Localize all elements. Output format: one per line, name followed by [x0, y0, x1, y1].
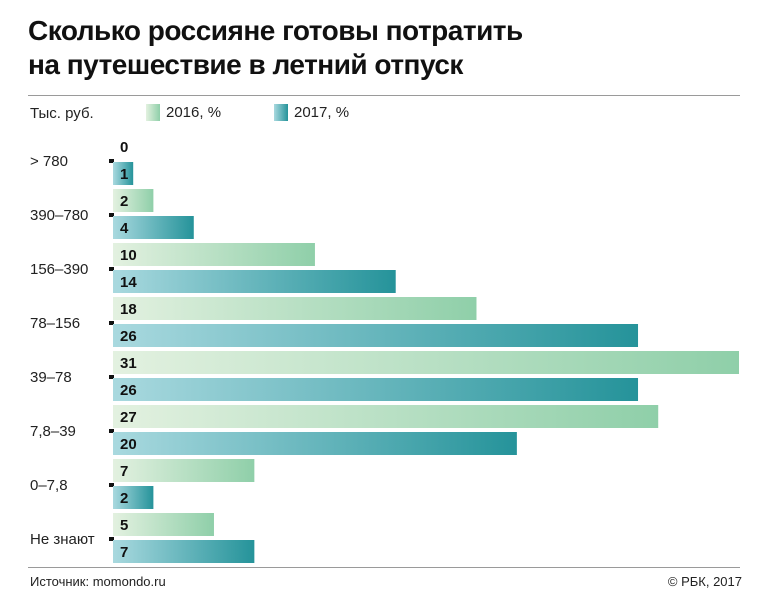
chart-title-line1: Сколько россияне готовы потратить [28, 15, 523, 46]
bar-value-label: 31 [120, 355, 137, 372]
source-note: Источник: momondo.ru [30, 574, 166, 589]
bar-value-label: 0 [120, 139, 128, 156]
bar-2016 [113, 189, 154, 212]
bar-2017 [113, 432, 517, 455]
legend-label-2016: 2016, % [166, 104, 222, 121]
legend-item-2016: 2016, % [146, 104, 221, 121]
category-tick [109, 429, 114, 433]
bar-value-label: 10 [120, 247, 137, 264]
bar-2016 [113, 513, 214, 536]
bar-value-label: 7 [120, 463, 128, 480]
bottom-divider [28, 567, 740, 568]
category-tick [109, 537, 114, 541]
category-tick [109, 213, 114, 217]
bar-2016 [113, 351, 739, 374]
category-tick [109, 267, 114, 271]
bar-2016 [113, 243, 315, 266]
category-tick [109, 321, 114, 325]
bar-2016 [113, 459, 255, 482]
chart-title: Сколько россияне готовы потратить на пут… [28, 14, 748, 82]
bar-value-label: 1 [120, 166, 128, 183]
category-label: 39–78 [30, 369, 72, 386]
top-divider [28, 95, 740, 96]
bar-value-label: 5 [120, 517, 128, 534]
bar-value-label: 2 [120, 193, 128, 210]
bar-value-label: 18 [120, 301, 137, 318]
bar-2017 [113, 270, 396, 293]
category-label: 0–7,8 [30, 477, 68, 494]
bar-value-label: 26 [120, 328, 137, 345]
bar-2017 [113, 162, 134, 185]
bar-2017 [113, 324, 639, 347]
bar-2016 [113, 297, 477, 320]
category-tick [109, 159, 114, 163]
bar-2017 [113, 540, 255, 563]
chart-title-line2: на путешествие в летний отпуск [28, 49, 463, 80]
category-label: 390–780 [30, 207, 88, 224]
unit-label: Тыс. руб. [30, 105, 94, 122]
bar-value-label: 7 [120, 544, 128, 561]
bar-2016 [113, 405, 659, 428]
legend-swatch-2017 [274, 104, 288, 121]
legend-item-2017: 2017, % [274, 104, 349, 121]
bar-value-label: 20 [120, 436, 137, 453]
category-label: 78–156 [30, 315, 80, 332]
bar-value-label: 4 [120, 220, 129, 237]
bar-2017 [113, 486, 154, 509]
legend-swatch-2016 [146, 104, 160, 121]
bar-2017 [113, 216, 194, 239]
category-label: 7,8–39 [30, 423, 76, 440]
category-label: > 780 [30, 153, 68, 170]
category-tick [109, 483, 114, 487]
category-tick [109, 375, 114, 379]
bar-value-label: 14 [120, 274, 137, 291]
bar-value-label: 27 [120, 409, 137, 426]
category-label: 156–390 [30, 261, 88, 278]
legend-label-2017: 2017, % [294, 104, 350, 121]
copyright-note: © РБК, 2017 [667, 574, 742, 589]
bar-value-label: 2 [120, 490, 128, 507]
bar-value-label: 26 [120, 382, 137, 399]
bar-2017 [113, 378, 639, 401]
category-label: Не знают [30, 531, 95, 548]
